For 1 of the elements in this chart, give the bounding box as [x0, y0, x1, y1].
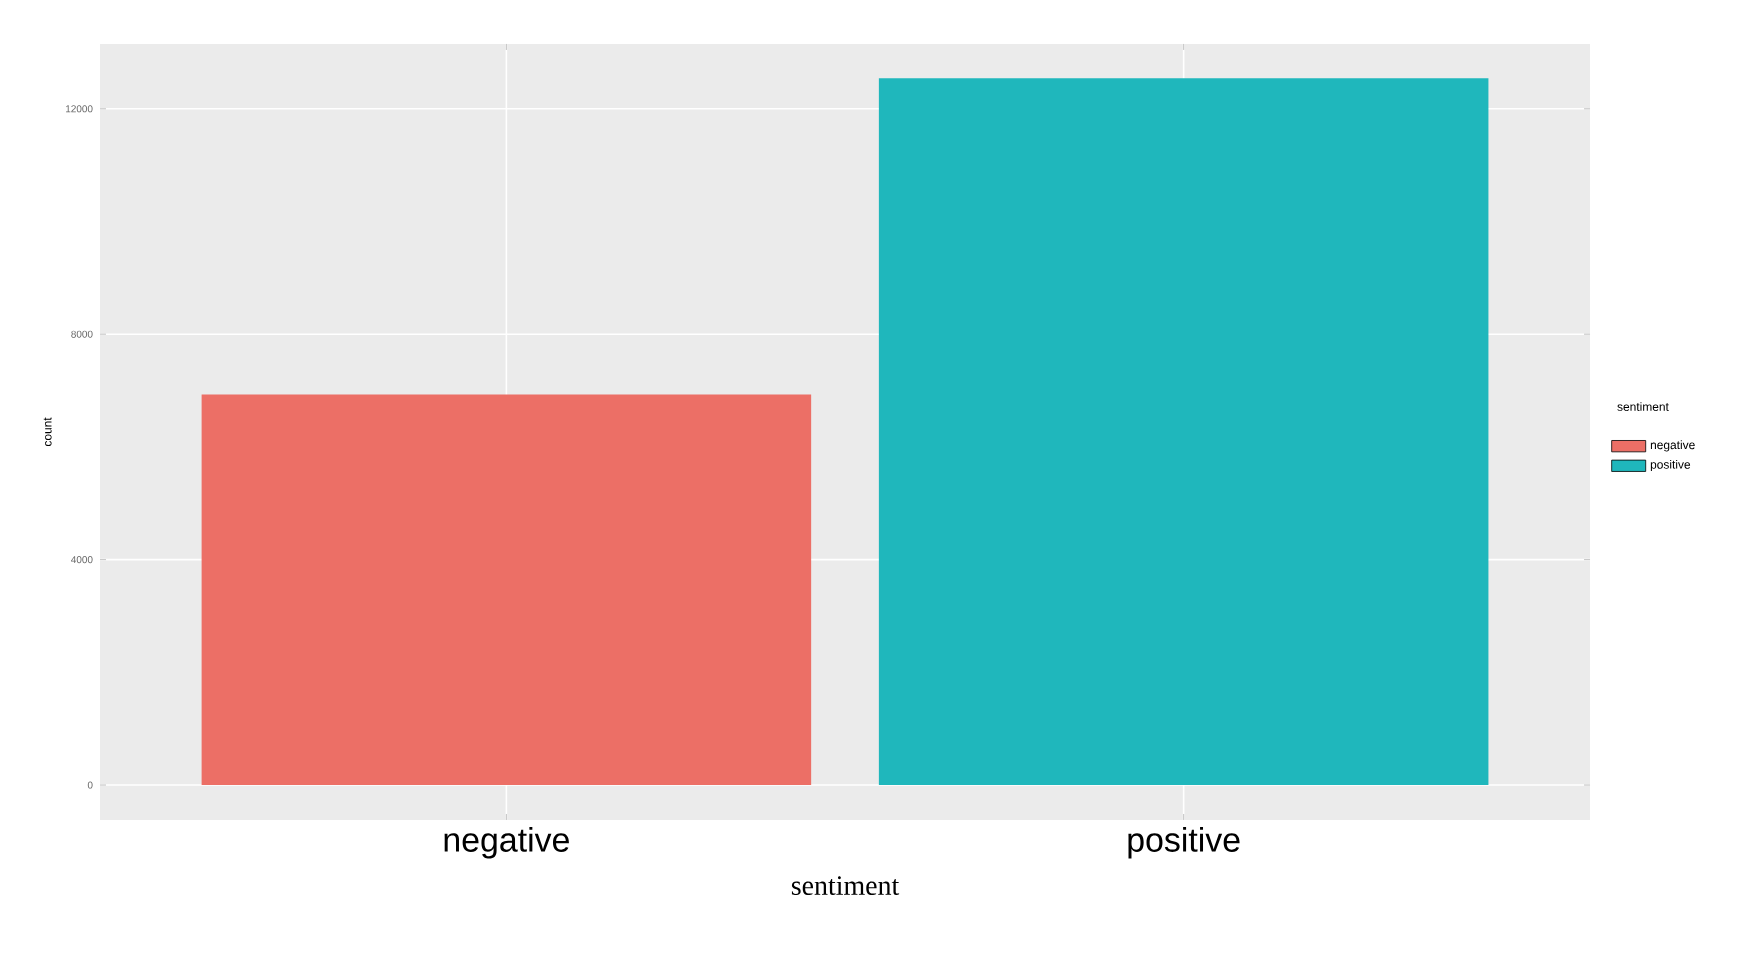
x-axis-title: sentiment	[791, 876, 900, 895]
